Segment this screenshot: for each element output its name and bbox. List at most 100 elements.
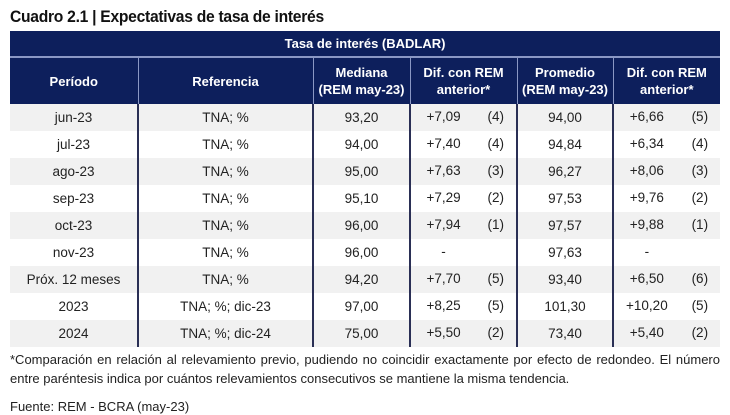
cell-dif-mediana-streak: (5) [487,271,505,286]
cell-referencia: TNA; % [137,212,313,239]
cell-dif-mediana-value: +8,25 [426,298,461,313]
cell-mediana: 95,10 [312,185,410,212]
cell-dif-promedio-value: +6,34 [629,136,664,151]
cell-mediana: 75,00 [312,320,410,347]
cell-dif-promedio-value: +8,06 [629,163,664,178]
header-dif-promedio-line2: anterior* [640,82,694,97]
cell-dif-mediana: - [409,239,517,266]
cell-referencia: TNA; % [137,131,313,158]
table-title: Cuadro 2.1 | Expectativas de tasa de int… [10,7,324,26]
header-dif-mediana-line2: anterior* [436,82,491,97]
cell-periodo: ago-23 [10,158,138,185]
cell-periodo: nov-23 [10,239,138,266]
cell-periodo: Próx. 12 meses [10,266,138,293]
cell-dif-mediana-value: +7,70 [426,271,461,286]
cell-dif-mediana: +7,70 (5) [409,266,517,293]
header-dif-mediana: Dif. con REM anterior* [409,57,517,104]
cell-dif-mediana-streak: (2) [487,190,505,205]
cell-dif-mediana: +7,29 (2) [409,185,517,212]
cell-dif-mediana-streak: (5) [487,298,505,313]
table-row: oct-23 TNA; % 96,00 +7,94 (1) 97,57 +9,88 (1) [10,212,721,239]
cell-dif-mediana: +7,94 (1) [409,212,517,239]
header-mediana-line1: Mediana [335,65,388,80]
cell-mediana: 94,20 [312,266,410,293]
cell-mediana: 97,00 [312,293,410,320]
cell-promedio: 101,30 [516,293,613,320]
cell-dif-promedio: +6,34 (4) [611,131,721,158]
table-band-title: Tasa de interés (BADLAR) [10,31,721,58]
cell-dif-mediana: +7,09 (4) [409,104,517,131]
cell-promedio: 97,53 [516,185,613,212]
table-row: ago-23 TNA; % 95,00 +7,63 (3) 96,27 +8,06 (3) [10,158,721,185]
cell-referencia: TNA; % [137,266,313,293]
cell-dif-promedio: +9,76 (2) [611,185,721,212]
cell-promedio: 94,00 [516,104,613,131]
header-mediana: Mediana (REM may-23) [312,57,410,104]
cell-dif-promedio: +6,50 (6) [611,266,721,293]
cell-dif-mediana-value: +7,63 [426,163,461,178]
cell-dif-mediana-value: +7,94 [426,217,461,232]
cell-dif-mediana-value: +7,40 [426,136,461,151]
footnote: *Comparación en relación al relevamiento… [10,352,720,386]
cell-dif-promedio: - [611,239,721,266]
cell-referencia: TNA; %; dic-23 [137,293,313,320]
cell-periodo: sep-23 [10,185,138,212]
cell-dif-mediana-streak: (3) [487,163,505,178]
cell-dif-mediana-streak: (1) [487,217,505,232]
cell-dif-promedio-value: +9,88 [629,217,664,232]
cell-dif-promedio-value: +5,40 [629,325,664,340]
cell-dif-promedio: +9,88 (1) [611,212,721,239]
cell-mediana: 93,20 [312,104,410,131]
cell-promedio: 97,57 [516,212,613,239]
table-row: sep-23 TNA; % 95,10 +7,29 (2) 97,53 +9,76 (2) [10,185,721,212]
cell-periodo: jun-23 [10,104,138,131]
cell-referencia: TNA; % [137,185,313,212]
cell-dif-mediana: +5,50 (2) [409,320,517,347]
table-row: 2023 TNA; %; dic-23 97,00 +8,25 (5) 101,30 +10… [10,293,721,320]
cell-dif-promedio-streak: (6) [691,271,709,286]
cell-periodo: 2023 [10,293,138,320]
cell-periodo: jul-23 [10,131,138,158]
interest-rate-expectations-table: Tasa de interés (BADLAR) Período Referen… [10,31,721,347]
cell-dif-promedio-value: +6,66 [629,109,664,124]
cell-referencia: TNA; %; dic-24 [137,320,313,347]
cell-dif-promedio-streak: (3) [691,163,709,178]
cell-promedio: 97,63 [516,239,613,266]
header-periodo: Período [10,57,138,104]
table-row: nov-23 TNA; % 96,00 - 97,63 - [10,239,721,266]
cell-dif-promedio-streak: (5) [691,298,709,313]
cell-dif-promedio-streak: (4) [691,136,709,151]
cell-dif-mediana-value: +7,29 [426,190,461,205]
table-row: Próx. 12 meses TNA; % 94,20 +7,70 (5) 93,40 +6… [10,266,721,293]
table-row: 2024 TNA; %; dic-24 75,00 +5,50 (2) 73,40 +5,4… [10,320,721,347]
cell-dif-promedio-streak: (2) [691,190,709,205]
table-row: jun-23 TNA; % 93,20 +7,09 (4) 94,00 +6,66 (5) [10,104,721,131]
cell-dif-promedio-value: +6,50 [629,271,664,286]
cell-dif-promedio: +8,06 (3) [611,158,721,185]
cell-dif-promedio: +5,40 (2) [611,320,721,347]
cell-promedio: 94,84 [516,131,613,158]
header-promedio-line2: (REM may-23) [522,82,608,97]
header-dif-mediana-line1: Dif. con REM [423,65,504,80]
cell-dif-mediana: +7,63 (3) [409,158,517,185]
cell-mediana: 95,00 [312,158,410,185]
cell-promedio: 96,27 [516,158,613,185]
header-dif-promedio-line1: Dif. con REM [626,65,707,80]
table-row: jul-23 TNA; % 94,00 +7,40 (4) 94,84 +6,34 (4) [10,131,721,158]
cell-mediana: 96,00 [312,212,410,239]
cell-dif-promedio-value: +9,76 [629,190,664,205]
cell-periodo: 2024 [10,320,138,347]
cell-promedio: 73,40 [516,320,613,347]
cell-dif-mediana-value: +5,50 [426,325,461,340]
cell-referencia: TNA; % [137,104,313,131]
cell-mediana: 94,00 [312,131,410,158]
header-promedio: Promedio (REM may-23) [516,57,613,104]
header-dif-promedio: Dif. con REM anterior* [612,57,721,104]
header-referencia: Referencia [137,57,313,104]
cell-referencia: TNA; % [137,239,313,266]
cell-dif-promedio-value: +10,20 [626,298,668,313]
header-mediana-line2: (REM may-23) [318,82,405,97]
cell-promedio: 93,40 [516,266,613,293]
cell-dif-mediana: +7,40 (4) [409,131,517,158]
cell-dif-promedio-streak: (5) [691,109,709,124]
